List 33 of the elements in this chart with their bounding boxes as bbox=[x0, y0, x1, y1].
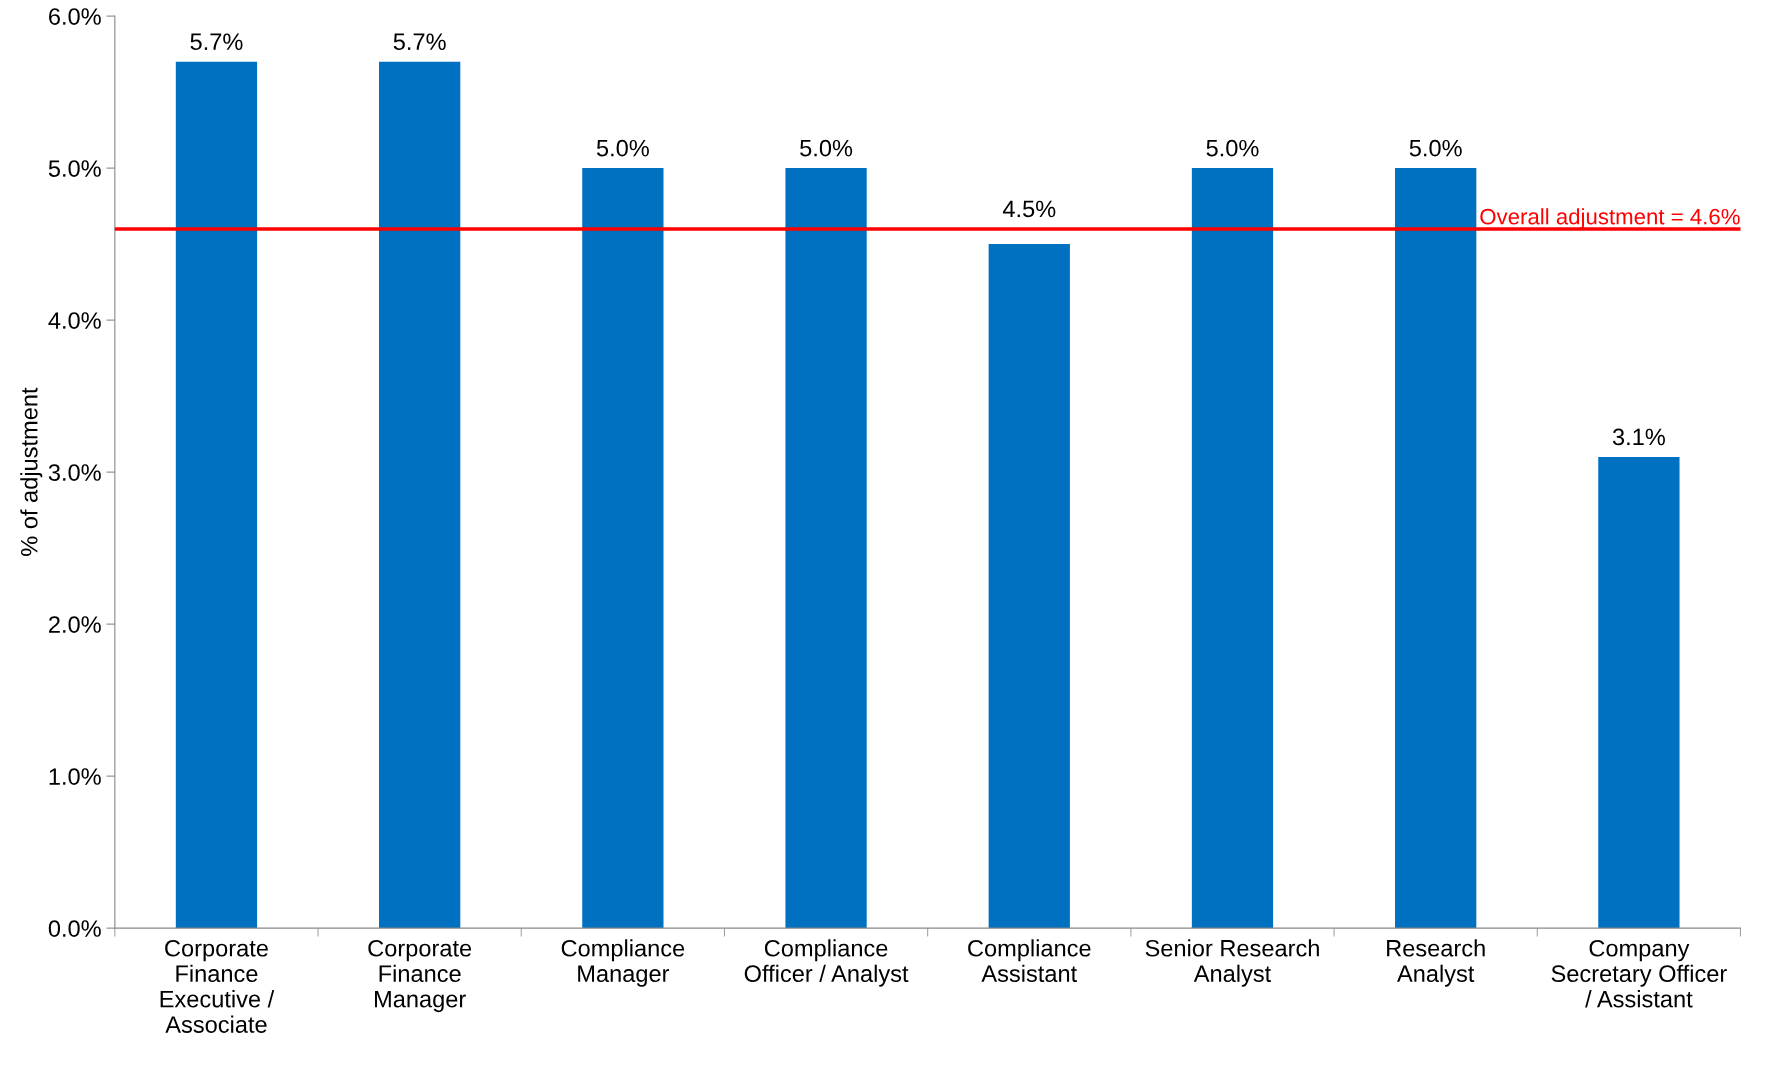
bar bbox=[379, 61, 461, 929]
x-tick-label: Compliance Manager bbox=[561, 939, 685, 987]
x-tick-label: Senior Research Analyst bbox=[1145, 939, 1319, 987]
x-tick-label: Corporate Finance Executive / Associate bbox=[160, 939, 275, 1033]
data-label: 5.0% bbox=[596, 139, 649, 157]
bar bbox=[582, 168, 664, 929]
y-tick-label: 2.0% bbox=[49, 616, 101, 633]
bar bbox=[175, 61, 258, 929]
ref-line-label: Overall adjustment = 4.6% bbox=[1480, 208, 1740, 229]
y-axis-title: % of adjustment bbox=[20, 387, 43, 556]
bar bbox=[785, 168, 867, 929]
y-tick-label: 4.0% bbox=[48, 312, 101, 329]
bar bbox=[1191, 168, 1274, 929]
data-label: 4.5% bbox=[1002, 200, 1056, 218]
data-label: 5.0% bbox=[800, 139, 853, 157]
y-tick-label: 6.0% bbox=[49, 8, 101, 25]
x-tick-label: Corporate Finance Manager bbox=[368, 939, 472, 1013]
data-label: 5.0% bbox=[1409, 139, 1462, 157]
data-label: 5.0% bbox=[1206, 139, 1259, 157]
y-tick-label: 1.0% bbox=[49, 768, 101, 785]
bar bbox=[1598, 456, 1680, 929]
data-label: 5.7% bbox=[190, 33, 243, 51]
x-tick-label: Compliance Assistant bbox=[968, 939, 1091, 983]
x-tick-label: Company Secretary Officer / Assistant bbox=[1551, 939, 1727, 1008]
bar bbox=[988, 244, 1070, 929]
data-label: 5.7% bbox=[393, 33, 446, 51]
x-tick-label: Compliance Officer / Analyst bbox=[744, 939, 909, 987]
x-tick-label: Research Analyst bbox=[1387, 939, 1485, 987]
data-label: 3.1% bbox=[1612, 428, 1665, 446]
y-tick-label: 5.0% bbox=[48, 160, 101, 177]
y-tick-label: 3.0% bbox=[48, 464, 101, 481]
y-tick-label: 0.0% bbox=[48, 920, 101, 937]
bar bbox=[1395, 168, 1477, 929]
